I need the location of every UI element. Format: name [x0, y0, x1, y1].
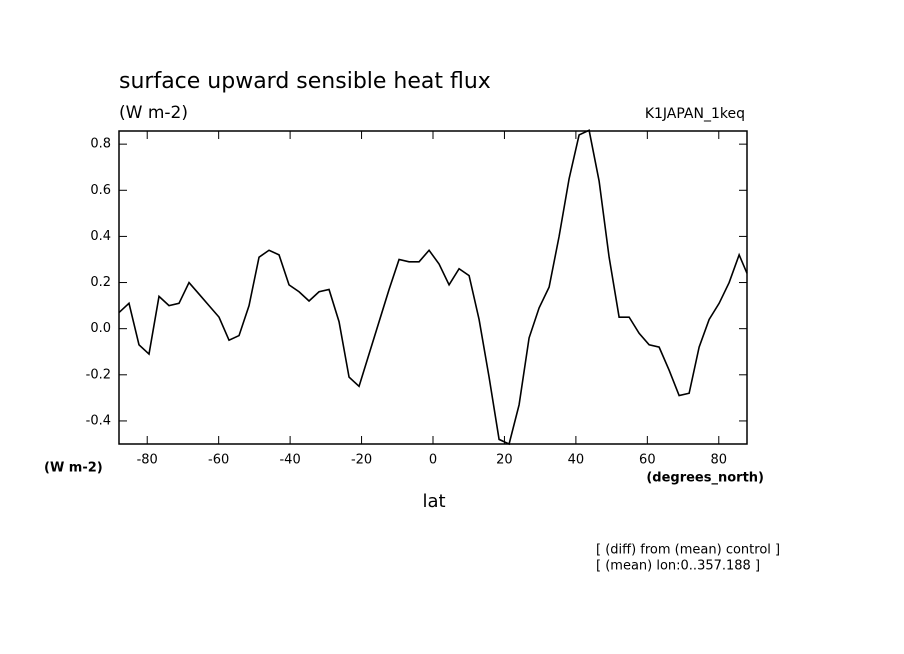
data-line — [118, 129, 748, 446]
x-tick-label: 40 — [568, 453, 585, 468]
x-axis-title: lat — [422, 491, 445, 512]
y-unit-label: (W m-2) — [44, 461, 103, 476]
plot-frame — [118, 130, 748, 445]
x-tick-label: 0 — [429, 453, 437, 468]
run-label: K1JAPAN_1keq — [645, 106, 745, 122]
y-tick-label: 0.4 — [90, 229, 111, 244]
x-tick-label: 20 — [496, 453, 513, 468]
x-unit-label: (degrees_north) — [646, 471, 764, 486]
x-tick-label: -20 — [351, 453, 372, 468]
y-tick-label: 0.0 — [90, 321, 111, 336]
y-tick-label: 0.6 — [90, 183, 111, 198]
y-tick-label: -0.2 — [86, 367, 111, 382]
note: [ (diff) from (mean) control ] — [596, 543, 780, 558]
x-tick-label: 60 — [639, 453, 656, 468]
note: [ (mean) lon:0..357.188 ] — [596, 559, 760, 574]
y-tick-label: 0.2 — [90, 275, 111, 290]
chart-subtitle: (W m-2) — [119, 103, 188, 123]
x-tick-label: -80 — [137, 453, 158, 468]
x-tick-label: 80 — [711, 453, 728, 468]
x-tick-label: -40 — [279, 453, 300, 468]
y-tick-label: 0.8 — [90, 137, 111, 152]
y-tick-label: -0.4 — [86, 413, 111, 428]
x-tick-label: -60 — [208, 453, 229, 468]
chart-title: surface upward sensible heat flux — [119, 69, 491, 94]
